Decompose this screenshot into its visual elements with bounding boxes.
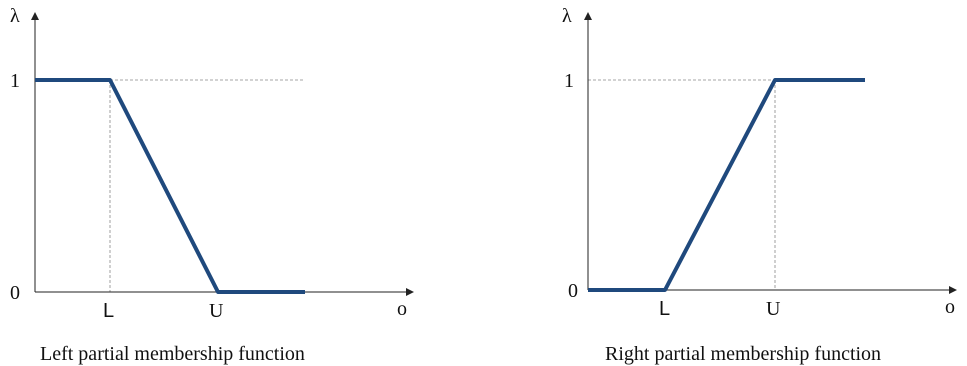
left-y-axis-label: λ — [10, 5, 20, 27]
right-y-axis-label: λ — [562, 5, 572, 27]
left-tick-l: L — [103, 300, 114, 322]
right-tick-zero: 0 — [568, 280, 578, 302]
right-tick-one: 1 — [564, 70, 574, 92]
right-caption: Right partial membership function — [605, 343, 881, 365]
left-membership-curve — [35, 78, 305, 294]
right-tick-l: L — [659, 298, 670, 320]
right-membership-curve — [588, 78, 865, 292]
left-x-axis-label: o — [397, 298, 407, 320]
left-tick-u: U — [209, 300, 224, 322]
left-tick-zero: 0 — [10, 282, 20, 304]
left-membership-diagram: λ o 1 0 L U Left partial membership func… — [10, 5, 414, 365]
right-x-axis-label: o — [945, 296, 955, 318]
right-tick-u: U — [766, 298, 781, 320]
left-caption: Left partial membership function — [40, 343, 305, 365]
left-tick-one: 1 — [10, 70, 20, 92]
right-membership-diagram: λ o 1 0 L U Right partial membership fun… — [562, 5, 957, 365]
